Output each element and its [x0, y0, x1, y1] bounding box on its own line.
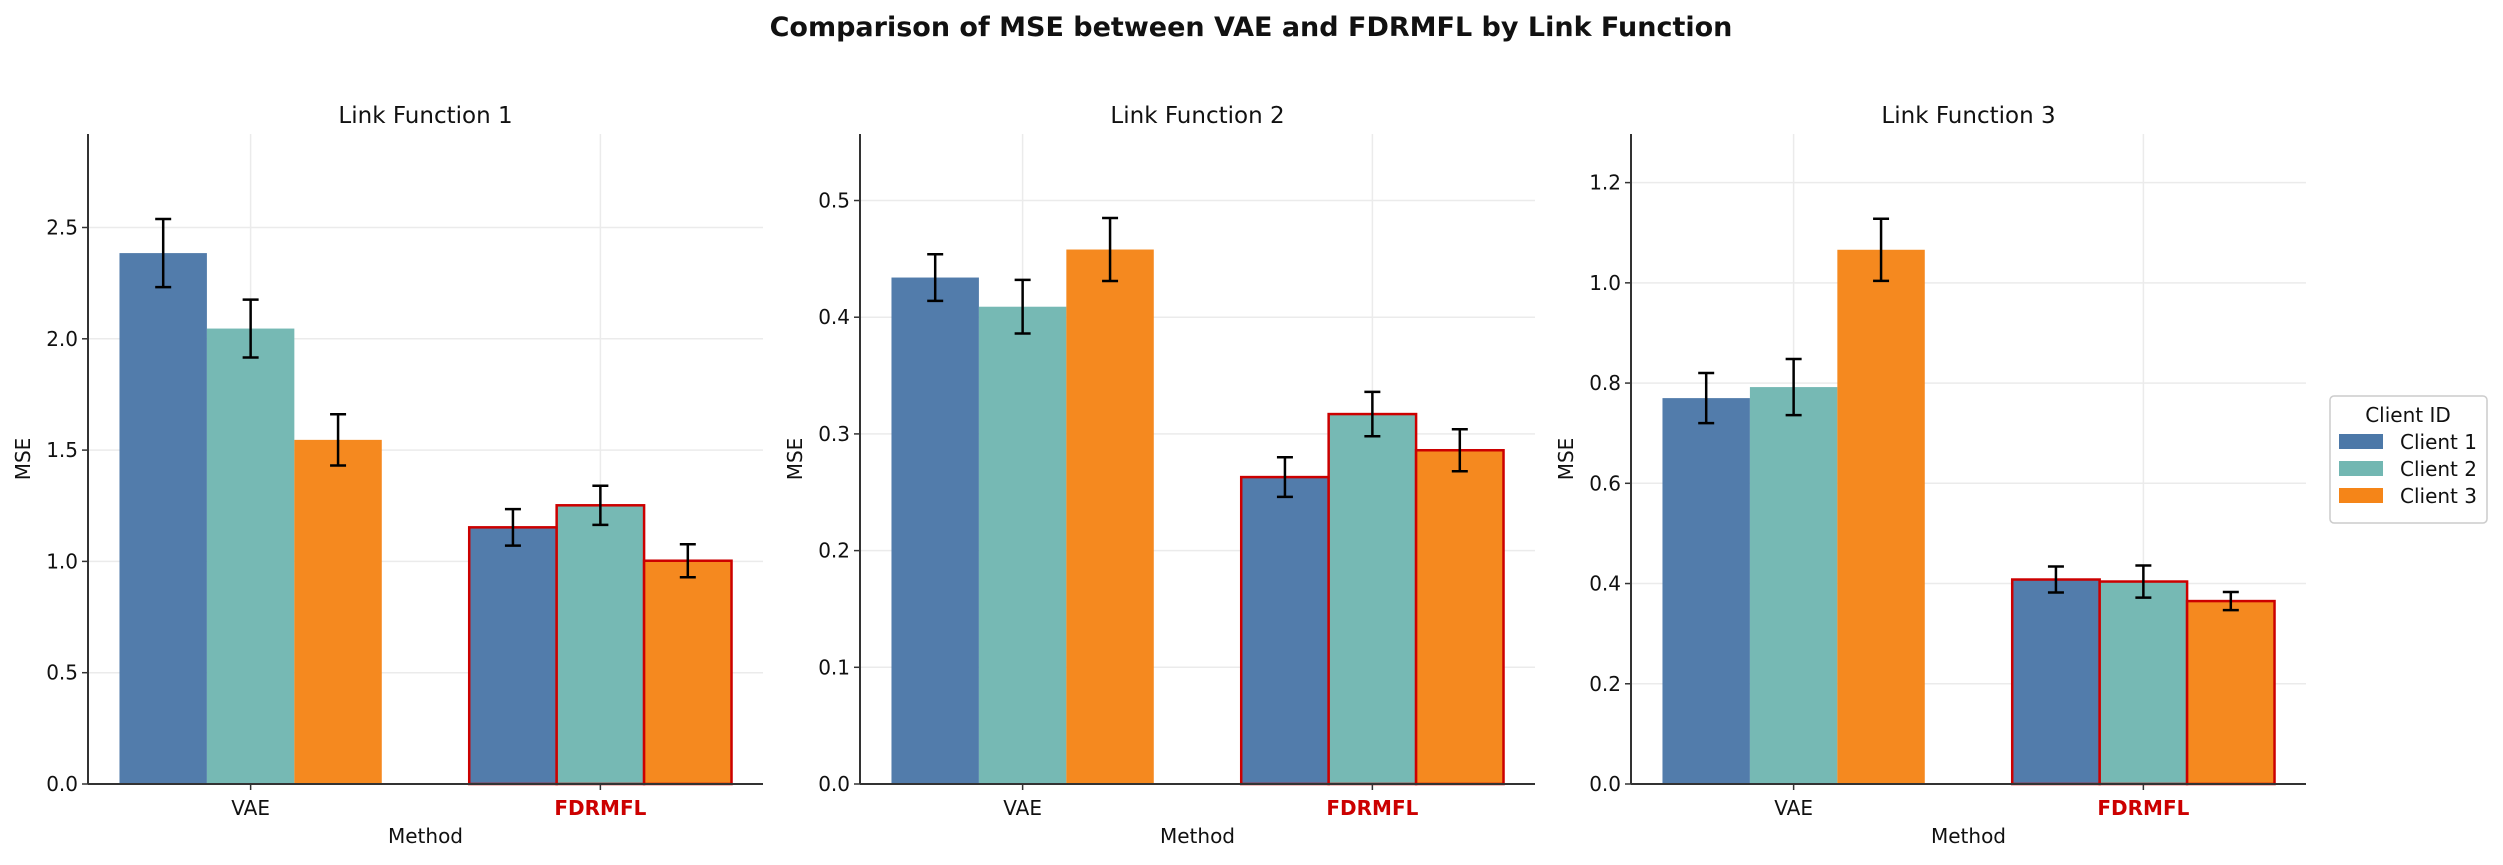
- error-bar: [1873, 217, 1890, 283]
- legend-swatch-client-2: [2339, 461, 2383, 476]
- x-tick-label-fdrmfl: FDRMFL: [554, 796, 646, 820]
- y-tick-label: 0.4: [818, 305, 850, 329]
- bar-client-3-vae: [1837, 249, 1925, 784]
- bar-client-1-fdrmfl: [2010, 578, 2101, 786]
- error-bar: [927, 252, 944, 303]
- y-tick-label: 1.5: [46, 438, 78, 462]
- error-bar: [330, 413, 347, 467]
- x-axis-label: Method: [1931, 824, 2006, 848]
- y-tick-label: 0.0: [818, 772, 850, 796]
- subplot-2: 0.0 0.1 0.2 0.3 0.4 0.5 VAE FDRMFL Link Function…: [783, 103, 1535, 848]
- error-bar: [1014, 278, 1031, 335]
- y-tick-label: 0.2: [818, 539, 850, 563]
- subplot-1: 0.0 0.5 1.0 1.5 2.0 2.5 VAE FDRMFL Link Function…: [11, 103, 763, 848]
- bar-client-1-vae: [1662, 398, 1750, 784]
- bar-client-2-vae: [978, 306, 1067, 784]
- error-bar: [242, 298, 259, 359]
- bar-client-1-fdrmfl: [1239, 475, 1330, 786]
- y-tick-label: 1.0: [1589, 271, 1621, 295]
- bar-client-2-vae: [1749, 387, 1838, 784]
- y-axis-label: MSE: [11, 438, 35, 481]
- y-tick-label: 0.2: [1589, 672, 1621, 696]
- subplot-title: Link Function 3: [1881, 103, 2055, 129]
- y-tick-label: 0.5: [818, 189, 850, 213]
- y-axis-label: MSE: [783, 438, 807, 481]
- error-bar: [1451, 427, 1468, 473]
- subplot-title: Link Function 1: [338, 103, 512, 129]
- error-bar: [592, 484, 609, 527]
- error-bar: [2047, 565, 2064, 594]
- legend-label-client-3: Client 3: [2400, 484, 2477, 508]
- y-tick-label: 1.0: [46, 549, 78, 573]
- bar-client-2-vae: [206, 328, 295, 784]
- legend-label-client-2: Client 2: [2400, 457, 2477, 481]
- y-tick-label: 2.5: [46, 215, 78, 239]
- figure-title: Comparison of MSE between VAE and FDRMFL…: [770, 12, 1733, 43]
- y-tick-label: 0.0: [46, 772, 78, 796]
- y-tick-label: 0.1: [818, 655, 850, 679]
- subplot-title: Link Function 2: [1110, 103, 1284, 129]
- error-bar: [679, 543, 696, 579]
- y-tick-label: 0.0: [1589, 772, 1621, 796]
- error-bar: [1785, 357, 1802, 417]
- bar-client-1-vae: [891, 277, 979, 784]
- error-bar: [504, 507, 521, 547]
- error-bar: [2135, 564, 2152, 599]
- bar-client-2-fdrmfl: [1327, 412, 1418, 786]
- x-axis-label: Method: [1160, 824, 1235, 848]
- y-axis-label: MSE: [1554, 438, 1578, 481]
- bar-client-1-fdrmfl: [467, 526, 558, 786]
- y-tick-label: 0.6: [1589, 471, 1621, 495]
- bar-client-3-fdrmfl: [642, 559, 733, 786]
- y-tick-label: 0.3: [818, 422, 850, 446]
- legend-swatch-client-1: [2339, 434, 2383, 449]
- bar-client-3-fdrmfl: [2185, 599, 2276, 786]
- y-tick-label: 1.2: [1589, 171, 1621, 195]
- subplot-3: 0.0 0.2 0.4 0.6 0.8 1.0 1.2 VAE FDRMFL Link Funct…: [1554, 103, 2306, 848]
- legend-title: Client ID: [2365, 403, 2451, 427]
- y-tick-label: 0.8: [1589, 371, 1621, 395]
- y-tick-label: 2.0: [46, 327, 78, 351]
- x-tick-label-vae: VAE: [1003, 796, 1042, 820]
- error-bar: [1102, 216, 1119, 283]
- x-tick-label-fdrmfl: FDRMFL: [1326, 796, 1418, 820]
- y-tick-label: 0.4: [1589, 572, 1621, 596]
- bar-client-3-vae: [1066, 249, 1154, 785]
- x-tick-label-fdrmfl: FDRMFL: [2097, 796, 2189, 820]
- bar-client-1-vae: [119, 253, 207, 784]
- legend-swatch-client-3: [2339, 488, 2383, 503]
- bar-client-2-fdrmfl: [555, 504, 646, 786]
- bar-client-3-vae: [294, 439, 382, 784]
- error-bar: [1364, 390, 1381, 438]
- error-bar: [1698, 371, 1715, 425]
- legend-label-client-1: Client 1: [2400, 430, 2477, 454]
- error-bar: [1276, 455, 1293, 499]
- bar-client-2-fdrmfl: [2098, 580, 2189, 786]
- legend: Client ID Client 1 Client 2 Client 3: [2329, 395, 2488, 524]
- y-tick-label: 0.5: [46, 661, 78, 685]
- x-axis-label: Method: [388, 824, 463, 848]
- error-bar: [155, 217, 172, 289]
- bar-client-3-fdrmfl: [1414, 448, 1505, 786]
- error-bar: [2222, 590, 2239, 612]
- x-tick-label-vae: VAE: [1774, 796, 1813, 820]
- x-tick-label-vae: VAE: [231, 796, 270, 820]
